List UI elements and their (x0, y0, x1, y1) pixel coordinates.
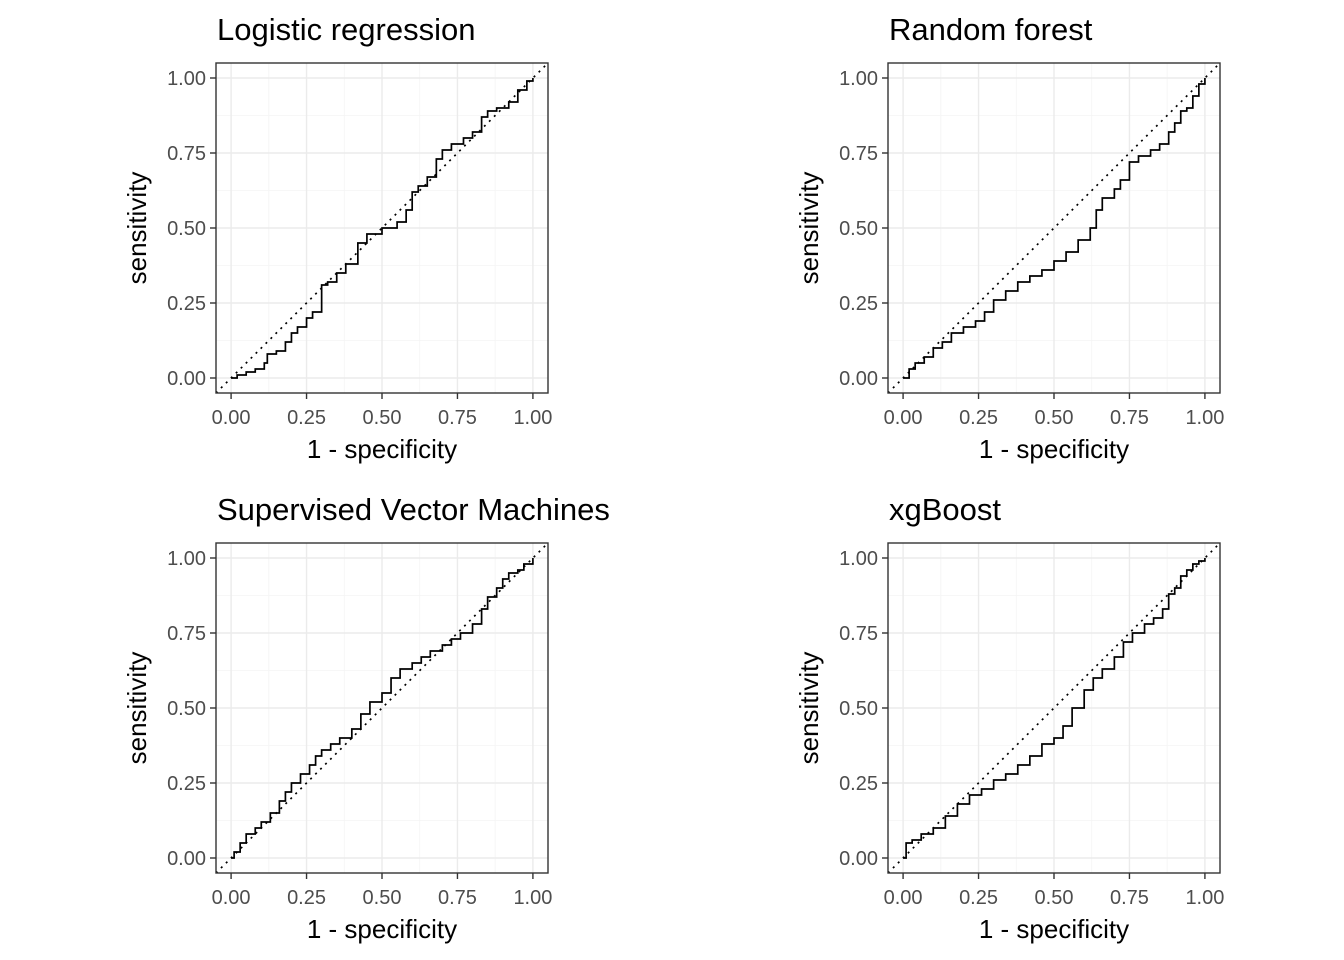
x-tick-label: 0.25 (959, 887, 998, 909)
y-axis-title: sensitivity (794, 172, 824, 285)
x-axis-title: 1 - specificity (979, 434, 1129, 464)
y-tick-label: 0.25 (167, 773, 206, 795)
roc-panel-2: 0.00 0.25 0.50 0.75 1.00 0.00 0.25 0.50 0.75 1.00… (794, 12, 1224, 464)
y-tick-label: 0.75 (839, 623, 878, 645)
x-tick-label: 0.50 (363, 887, 402, 909)
roc-panel-3: 0.00 0.25 0.50 0.75 1.00 0.00 0.25 0.50 0.75 1.00… (122, 492, 610, 944)
x-tick-label: 1.00 (513, 887, 552, 909)
roc-curve-series-1 (231, 78, 534, 379)
x-axis-title: 1 - specificity (307, 434, 457, 464)
x-tick-label: 0.75 (438, 407, 477, 429)
x-tick-label: 0.00 (884, 887, 923, 909)
x-tick-label: 0.75 (1110, 887, 1149, 909)
chart-title: Random forest (889, 12, 1093, 47)
roc-curve-series-1 (903, 558, 1206, 859)
x-tick-label: 0.25 (287, 887, 326, 909)
y-tick-label: 0.25 (839, 773, 878, 795)
y-axis-title: sensitivity (794, 652, 824, 765)
reference-diagonal-line (888, 63, 1220, 393)
y-tick-label: 1.00 (839, 548, 878, 570)
x-tick-label: 0.00 (212, 887, 251, 909)
y-tick-label: 0.25 (839, 293, 878, 315)
x-axis-title: 1 - specificity (307, 914, 457, 944)
y-axis-title: sensitivity (122, 652, 152, 765)
y-tick-label: 0.75 (839, 143, 878, 165)
x-tick-label: 0.50 (363, 407, 402, 429)
chart-title: xgBoost (889, 492, 1001, 527)
y-tick-label: 0.75 (167, 143, 206, 165)
y-tick-label: 0.25 (167, 293, 206, 315)
y-tick-label: 0.75 (167, 623, 206, 645)
chart-title: Supervised Vector Machines (217, 492, 610, 527)
x-tick-label: 0.75 (438, 887, 477, 909)
x-tick-label: 0.00 (212, 407, 251, 429)
roc-curve-series-1 (231, 558, 534, 859)
y-tick-label: 0.50 (839, 218, 878, 240)
roc-panel-4: 0.00 0.25 0.50 0.75 1.00 0.00 0.25 0.50 0.75 1.00… (794, 492, 1224, 944)
x-tick-label: 1.00 (1185, 887, 1224, 909)
x-tick-label: 1.00 (1185, 407, 1224, 429)
y-tick-label: 0.50 (167, 218, 206, 240)
y-tick-label: 0.00 (839, 368, 878, 390)
x-tick-label: 0.00 (884, 407, 923, 429)
y-axis-title: sensitivity (122, 172, 152, 285)
reference-diagonal-line (888, 543, 1220, 873)
y-tick-label: 0.00 (167, 368, 206, 390)
roc-curve-series-1 (903, 78, 1206, 379)
y-tick-label: 0.50 (839, 698, 878, 720)
x-tick-label: 0.50 (1035, 407, 1074, 429)
x-tick-label: 0.25 (287, 407, 326, 429)
chart-title: Logistic regression (217, 12, 475, 47)
roc-panel-1: 0.00 0.25 0.50 0.75 1.00 0.00 0.25 0.50 0.75 1.00… (122, 12, 552, 464)
reference-diagonal-line (216, 63, 548, 393)
y-tick-label: 1.00 (167, 68, 206, 90)
x-tick-label: 0.25 (959, 407, 998, 429)
x-tick-label: 1.00 (513, 407, 552, 429)
x-tick-label: 0.75 (1110, 407, 1149, 429)
y-tick-label: 0.50 (167, 698, 206, 720)
y-tick-label: 1.00 (167, 548, 206, 570)
reference-diagonal-line (216, 543, 548, 873)
y-tick-label: 0.00 (839, 848, 878, 870)
y-tick-label: 0.00 (167, 848, 206, 870)
y-tick-label: 1.00 (839, 68, 878, 90)
x-tick-label: 0.50 (1035, 887, 1074, 909)
x-axis-title: 1 - specificity (979, 914, 1129, 944)
